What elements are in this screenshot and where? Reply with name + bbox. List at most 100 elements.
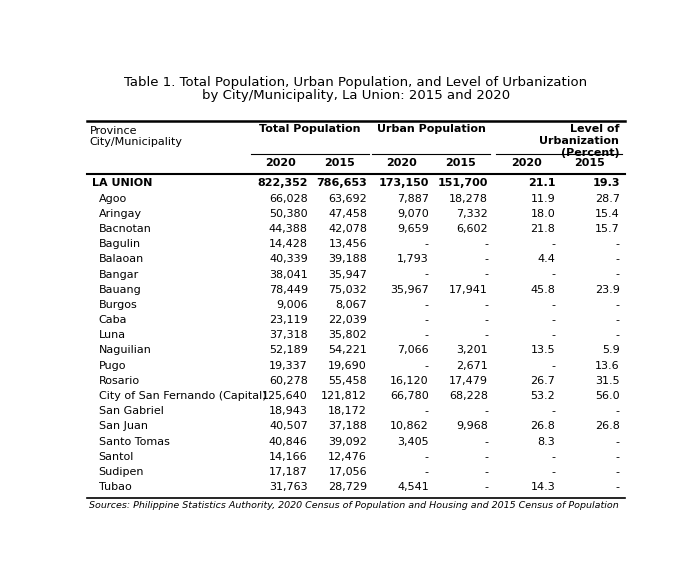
Text: 9,070: 9,070 — [397, 209, 429, 218]
Text: -: - — [551, 300, 555, 310]
Text: -: - — [616, 254, 620, 264]
Text: -: - — [425, 452, 429, 462]
Text: 66,028: 66,028 — [269, 194, 308, 203]
Text: -: - — [551, 330, 555, 340]
Text: Total Population: Total Population — [259, 124, 361, 134]
Text: -: - — [425, 361, 429, 370]
Text: 55,458: 55,458 — [328, 376, 367, 386]
Text: City of San Fernando (Capital): City of San Fernando (Capital) — [99, 391, 266, 401]
Text: 151,700: 151,700 — [438, 179, 488, 188]
Text: 11.9: 11.9 — [530, 194, 555, 203]
Text: 39,092: 39,092 — [328, 436, 367, 447]
Text: 786,653: 786,653 — [316, 179, 367, 188]
Text: 35,802: 35,802 — [328, 330, 367, 340]
Text: 10,862: 10,862 — [390, 421, 429, 431]
Text: 17,479: 17,479 — [449, 376, 488, 386]
Text: -: - — [425, 406, 429, 416]
Text: LA UNION: LA UNION — [92, 179, 153, 188]
Text: -: - — [616, 330, 620, 340]
Text: 13.6: 13.6 — [595, 361, 620, 370]
Text: -: - — [616, 436, 620, 447]
Text: 7,887: 7,887 — [397, 194, 429, 203]
Text: 44,388: 44,388 — [269, 224, 308, 234]
Text: -: - — [551, 467, 555, 477]
Text: -: - — [484, 269, 488, 280]
Text: Sources: Philippine Statistics Authority, 2020 Census of Population and Housing : Sources: Philippine Statistics Authority… — [90, 501, 619, 510]
Text: -: - — [484, 406, 488, 416]
Text: 4.4: 4.4 — [537, 254, 555, 264]
Text: -: - — [551, 239, 555, 249]
Text: 31.5: 31.5 — [595, 376, 620, 386]
Text: 21.1: 21.1 — [527, 179, 555, 188]
Text: -: - — [484, 436, 488, 447]
Text: -: - — [425, 315, 429, 325]
Text: Santo Tomas: Santo Tomas — [99, 436, 169, 447]
Text: 822,352: 822,352 — [257, 179, 308, 188]
Text: Burgos: Burgos — [99, 300, 137, 310]
Text: Urban Population: Urban Population — [377, 124, 485, 134]
Text: Agoo: Agoo — [99, 194, 127, 203]
Text: 9,659: 9,659 — [397, 224, 429, 234]
Text: 18,278: 18,278 — [449, 194, 488, 203]
Text: 26.7: 26.7 — [530, 376, 555, 386]
Text: Pugo: Pugo — [99, 361, 126, 370]
Text: -: - — [484, 300, 488, 310]
Text: 40,507: 40,507 — [269, 421, 308, 431]
Text: 121,812: 121,812 — [321, 391, 367, 401]
Text: 50,380: 50,380 — [269, 209, 308, 218]
Text: 16,120: 16,120 — [390, 376, 429, 386]
Text: 8,067: 8,067 — [335, 300, 367, 310]
Text: 1,793: 1,793 — [397, 254, 429, 264]
Text: Bangar: Bangar — [99, 269, 139, 280]
Text: 14,428: 14,428 — [269, 239, 308, 249]
Text: 56.0: 56.0 — [595, 391, 620, 401]
Text: 38,041: 38,041 — [269, 269, 308, 280]
Text: 15.4: 15.4 — [595, 209, 620, 218]
Text: 28.7: 28.7 — [595, 194, 620, 203]
Text: 17,941: 17,941 — [449, 285, 488, 295]
Text: -: - — [616, 467, 620, 477]
Text: 68,228: 68,228 — [449, 391, 488, 401]
Text: -: - — [484, 254, 488, 264]
Text: -: - — [616, 269, 620, 280]
Text: Tubao: Tubao — [99, 482, 131, 492]
Text: 63,692: 63,692 — [328, 194, 367, 203]
Text: 2015: 2015 — [574, 158, 605, 168]
Text: Level of
Urbanization
(Percent): Level of Urbanization (Percent) — [539, 124, 619, 158]
Text: -: - — [616, 300, 620, 310]
Text: Province
City/Municipality: Province City/Municipality — [90, 126, 183, 147]
Text: 26.8: 26.8 — [595, 421, 620, 431]
Text: 54,221: 54,221 — [328, 346, 367, 355]
Text: 37,318: 37,318 — [269, 330, 308, 340]
Text: 18,943: 18,943 — [269, 406, 308, 416]
Text: 45.8: 45.8 — [530, 285, 555, 295]
Text: 2020: 2020 — [265, 158, 296, 168]
Text: 9,968: 9,968 — [456, 421, 488, 431]
Text: by City/Municipality, La Union: 2015 and 2020: by City/Municipality, La Union: 2015 and… — [202, 90, 509, 102]
Text: -: - — [484, 330, 488, 340]
Text: 173,150: 173,150 — [378, 179, 429, 188]
Text: 3,405: 3,405 — [397, 436, 429, 447]
Text: -: - — [425, 300, 429, 310]
Text: 19,690: 19,690 — [328, 361, 367, 370]
Text: 31,763: 31,763 — [269, 482, 308, 492]
Text: -: - — [425, 467, 429, 477]
Text: -: - — [551, 406, 555, 416]
Text: 15.7: 15.7 — [595, 224, 620, 234]
Text: 4,541: 4,541 — [397, 482, 429, 492]
Text: -: - — [425, 239, 429, 249]
Text: 6,602: 6,602 — [457, 224, 488, 234]
Text: -: - — [616, 452, 620, 462]
Text: -: - — [484, 452, 488, 462]
Text: -: - — [484, 239, 488, 249]
Text: Rosario: Rosario — [99, 376, 139, 386]
Text: Bagulin: Bagulin — [99, 239, 141, 249]
Text: 13,456: 13,456 — [328, 239, 367, 249]
Text: 2015: 2015 — [445, 158, 476, 168]
Text: 14,166: 14,166 — [269, 452, 308, 462]
Text: 40,339: 40,339 — [269, 254, 308, 264]
Text: San Juan: San Juan — [99, 421, 148, 431]
Text: 18.0: 18.0 — [530, 209, 555, 218]
Text: 23,119: 23,119 — [269, 315, 308, 325]
Text: -: - — [425, 330, 429, 340]
